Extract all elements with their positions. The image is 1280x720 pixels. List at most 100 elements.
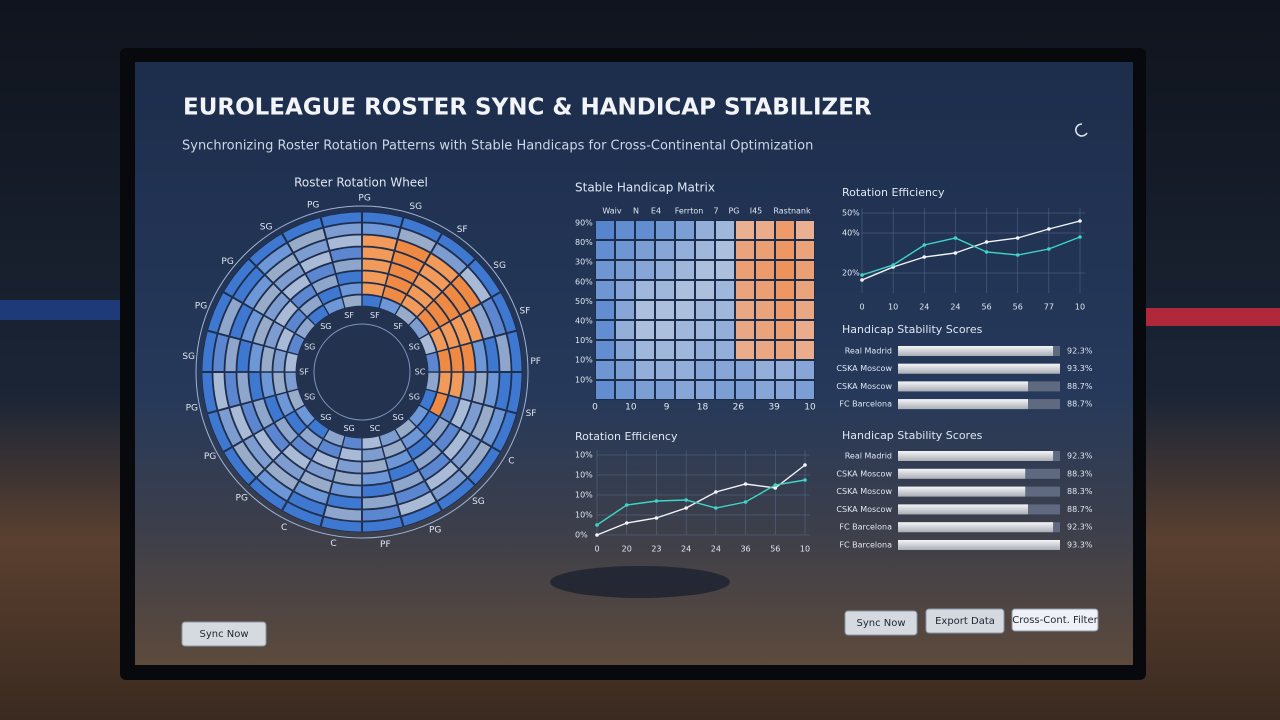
matrix-cell [796, 221, 814, 239]
wheel-segment [378, 428, 401, 447]
wheel-segment [494, 333, 512, 372]
wheel-segment [248, 372, 264, 402]
wheel-position-label: SF [457, 225, 468, 235]
matrix-column-label: Rastnank [773, 207, 811, 216]
button[interactable] [181, 621, 267, 647]
score-value: 88.7% [1067, 382, 1093, 391]
matrix-cell [596, 221, 614, 239]
line-point [953, 236, 958, 240]
wheel-segment [263, 291, 291, 322]
wheel-segment [394, 239, 431, 264]
wheel-position-label: C [330, 539, 336, 549]
wheel-segment [260, 345, 276, 373]
matrix-cell [716, 381, 734, 399]
wheel-segment [391, 470, 425, 494]
wheel-position-label: SG [493, 261, 506, 271]
matrix-cell [696, 341, 714, 359]
line-point [743, 482, 748, 486]
matrix-x-label: 26 [733, 403, 745, 413]
wheel-segment [240, 401, 264, 435]
wheel-segment [471, 339, 488, 372]
wheel-segment [236, 372, 253, 405]
wheel-inner-label: SF [370, 311, 380, 320]
button-label[interactable]: Export Data [935, 616, 995, 627]
wheel-segment [362, 481, 395, 498]
wheel-segment [433, 291, 461, 322]
refresh-icon[interactable] [1075, 123, 1088, 137]
wheel-position-label: PF [530, 357, 541, 367]
y-tick-label: 10% [575, 451, 593, 460]
wheel-segment [400, 294, 426, 318]
wheel-segment [394, 480, 431, 505]
wheel-segment [361, 282, 386, 298]
wheel-segment [362, 234, 398, 251]
matrix-row-label: 40% [575, 317, 593, 326]
matrix-cell [716, 241, 734, 259]
matrix-cell [696, 221, 714, 239]
matrix-x-label: 10 [804, 403, 816, 413]
matrix-cell [716, 361, 734, 379]
x-tick-label: 24 [919, 303, 929, 312]
wheel-segment [287, 333, 306, 356]
wheel-segment [281, 443, 312, 471]
wheel-segment [361, 294, 383, 309]
wheel-segment [418, 452, 451, 481]
line-point [714, 506, 718, 510]
title: EUROLEAGUE ROSTER SYNC & HANDICAP STABIL… [183, 95, 872, 121]
line-point [624, 521, 629, 525]
matrix-row-label: 10% [575, 336, 593, 345]
wheel-position-label: SF [526, 409, 537, 419]
matrix-x-label: 9 [664, 403, 670, 413]
wheel-segment [287, 388, 306, 411]
x-tick-label: 10 [800, 545, 810, 554]
team-name: FC Barcelona [839, 523, 892, 532]
x-tick-label: 0 [594, 545, 599, 554]
matrix-cell [656, 301, 674, 319]
wheel-segment [408, 317, 430, 340]
wheel-segment [448, 345, 464, 373]
matrix-cell [716, 221, 734, 239]
wheel-segment [307, 418, 330, 440]
wheel-segment [425, 371, 440, 393]
button[interactable] [925, 608, 1005, 634]
wheel-segment [470, 303, 495, 340]
score-value: 88.7% [1067, 400, 1093, 409]
wheel-inner-label: SG [409, 393, 420, 402]
matrix-x-label: 10 [625, 403, 637, 413]
wheel-position-label: PG [429, 525, 441, 535]
matrix-cell [696, 301, 714, 319]
matrix-column-label: PG [728, 207, 739, 216]
matrix-x-label: 39 [768, 403, 780, 413]
matrix-cell [736, 341, 754, 359]
wheel-segment [448, 371, 464, 399]
matrix-column-label: N [633, 207, 639, 216]
matrix-cell [796, 361, 814, 379]
wheel-segment [253, 428, 282, 461]
button-label[interactable]: Sync Now [856, 618, 905, 629]
wheel-segment [361, 446, 386, 462]
button[interactable] [844, 610, 918, 636]
button-label[interactable]: Sync Now [199, 629, 248, 640]
matrix-cell [796, 241, 814, 259]
matrix-row-label: 60% [575, 277, 593, 286]
wheel-segment [236, 339, 253, 372]
line-point [891, 263, 895, 267]
matrix-cell [756, 361, 774, 379]
matrix-cell [656, 281, 674, 299]
wheel-segment [481, 297, 507, 337]
line-point [684, 506, 688, 510]
button[interactable] [1011, 608, 1099, 632]
matrix-cell [596, 261, 614, 279]
wheel-segment [491, 292, 517, 334]
wheel-segment [317, 285, 343, 305]
button-label[interactable]: Cross-Cont. Filter [1012, 615, 1098, 626]
matrix-cell [596, 341, 614, 359]
scores-title: Handicap Stability Scores [842, 323, 983, 336]
wheel-segment [320, 211, 362, 228]
wheel-segment [416, 410, 440, 436]
wheel-segment [290, 435, 318, 460]
matrix-cell [616, 261, 634, 279]
wheel-segment [317, 439, 343, 459]
score-value: 88.7% [1067, 505, 1093, 514]
matrix-row-label: 30% [575, 258, 593, 267]
